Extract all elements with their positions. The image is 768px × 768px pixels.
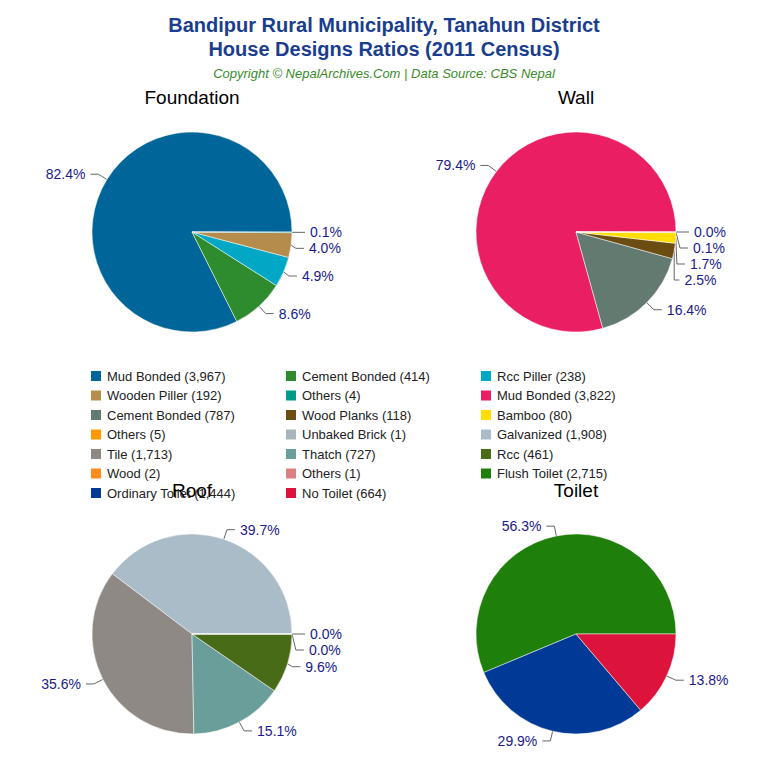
- svg-text:16.4%: 16.4%: [667, 302, 707, 318]
- svg-text:0.1%: 0.1%: [693, 240, 725, 256]
- svg-text:9.6%: 9.6%: [305, 659, 337, 675]
- svg-text:Wooden Piller (192): Wooden Piller (192): [107, 388, 222, 403]
- svg-text:Mud Bonded (3,967): Mud Bonded (3,967): [107, 369, 226, 384]
- svg-text:Unbaked Brick (1): Unbaked Brick (1): [302, 427, 406, 442]
- svg-text:56.3%: 56.3%: [502, 518, 542, 534]
- svg-text:1.7%: 1.7%: [690, 256, 722, 272]
- svg-text:Galvanized (1,908): Galvanized (1,908): [497, 427, 607, 442]
- svg-text:Flush Toilet (2,715): Flush Toilet (2,715): [497, 466, 607, 481]
- svg-text:Wood Planks (118): Wood Planks (118): [302, 408, 411, 423]
- svg-text:Wood (2): Wood (2): [107, 466, 160, 481]
- svg-text:79.4%: 79.4%: [436, 157, 476, 173]
- svg-text:15.1%: 15.1%: [257, 723, 297, 739]
- svg-text:No Toilet (664): No Toilet (664): [302, 486, 386, 501]
- svg-text:Bandipur Rural Municipality, T: Bandipur Rural Municipality, Tanahun Dis…: [168, 14, 600, 36]
- svg-text:Toilet: Toilet: [554, 480, 599, 501]
- svg-text:Foundation: Foundation: [144, 87, 239, 108]
- svg-text:8.6%: 8.6%: [279, 306, 311, 322]
- svg-text:Others (4): Others (4): [302, 388, 361, 403]
- svg-text:4.9%: 4.9%: [302, 268, 334, 284]
- svg-text:2.5%: 2.5%: [685, 272, 717, 288]
- svg-text:35.6%: 35.6%: [41, 676, 81, 692]
- svg-text:Rcc (461): Rcc (461): [497, 447, 553, 462]
- svg-text:Others (5): Others (5): [107, 427, 166, 442]
- svg-text:Others (1): Others (1): [302, 466, 361, 481]
- svg-text:4.0%: 4.0%: [309, 240, 341, 256]
- svg-text:Tile (1,713): Tile (1,713): [107, 447, 172, 462]
- svg-text:0.0%: 0.0%: [309, 642, 341, 658]
- svg-text:Ordinary Toilet (1,444): Ordinary Toilet (1,444): [107, 486, 235, 501]
- svg-text:29.9%: 29.9%: [498, 733, 538, 749]
- svg-text:House Designs Ratios (2011 Cen: House Designs Ratios (2011 Census): [208, 38, 559, 60]
- svg-text:82.4%: 82.4%: [46, 166, 86, 182]
- svg-text:Copyright © NepalArchives.Com: Copyright © NepalArchives.Com | Data Sou…: [213, 66, 556, 81]
- svg-text:Wall: Wall: [558, 87, 594, 108]
- svg-text:Rcc Piller (238): Rcc Piller (238): [497, 369, 586, 384]
- svg-text:13.8%: 13.8%: [689, 672, 729, 688]
- svg-text:0.0%: 0.0%: [310, 626, 342, 642]
- svg-text:Mud Bonded (3,822): Mud Bonded (3,822): [497, 388, 616, 403]
- svg-text:Cement Bonded (414): Cement Bonded (414): [302, 369, 430, 384]
- svg-text:Thatch (727): Thatch (727): [302, 447, 376, 462]
- svg-text:Cement Bonded (787): Cement Bonded (787): [107, 408, 235, 423]
- svg-text:0.1%: 0.1%: [310, 224, 342, 240]
- svg-text:39.7%: 39.7%: [240, 522, 280, 538]
- svg-text:0.0%: 0.0%: [694, 224, 726, 240]
- svg-text:Bamboo (80): Bamboo (80): [497, 408, 572, 423]
